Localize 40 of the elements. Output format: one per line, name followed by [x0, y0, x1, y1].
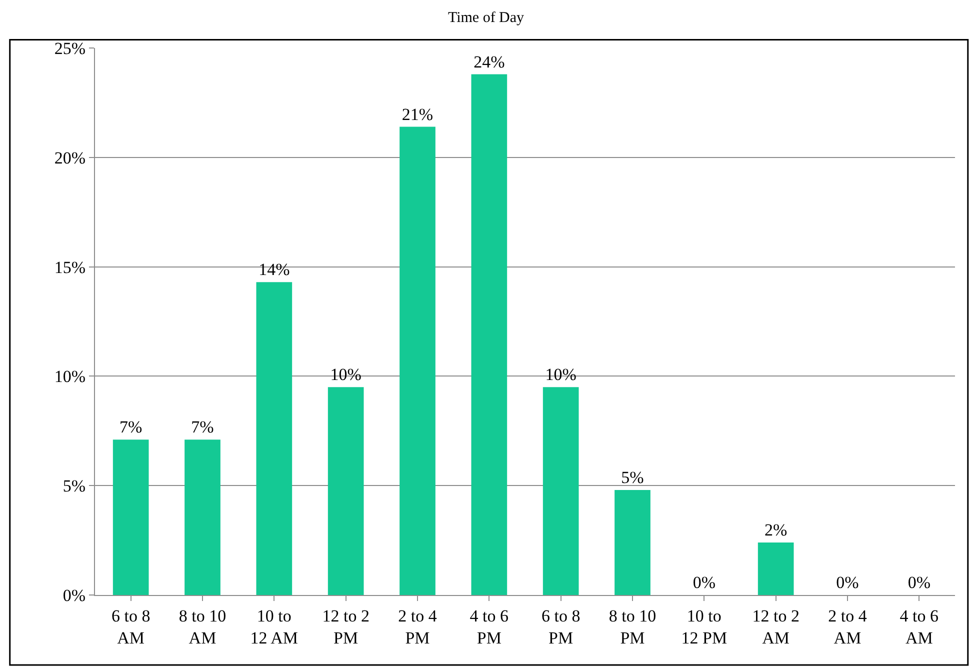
x-tick-label: 8 to 10 AM: [178, 606, 226, 648]
data-label: 5%: [621, 468, 644, 487]
y-tick-label: 15%: [54, 258, 86, 277]
y-tick-label: 10%: [54, 367, 86, 386]
x-tick-label: 4 to 6 AM: [900, 606, 939, 648]
y-tick-label: 25%: [54, 38, 86, 58]
x-tick-label: 8 to 10 PM: [608, 606, 656, 648]
y-tick-label: 5%: [62, 476, 86, 496]
x-tick-label: 6 to 8 PM: [541, 606, 580, 648]
bar: [542, 387, 579, 595]
x-tick-label: 12 to 2 PM: [322, 606, 370, 648]
data-label: 7%: [191, 418, 214, 437]
bar: [758, 542, 794, 595]
bar: [471, 74, 508, 595]
bar: [184, 440, 220, 595]
bar: [614, 490, 650, 595]
y-tick-label: 0%: [62, 586, 86, 605]
bar: [256, 282, 292, 595]
x-tick-label: 2 to 4 AM: [828, 606, 868, 648]
data-label: 21%: [402, 104, 434, 124]
data-label: 0%: [836, 573, 859, 592]
chart-title: Time of Day: [448, 10, 525, 26]
bar: [328, 387, 364, 595]
x-tick-label: 10 to 12 PM: [681, 606, 728, 648]
data-label: 7%: [120, 418, 142, 437]
bar: [400, 126, 436, 595]
data-label: 10%: [330, 365, 362, 384]
x-tick-label: 2 to 4 PM: [398, 606, 438, 648]
data-label: 14%: [258, 260, 290, 280]
x-tick-label: 6 to 8 AM: [111, 606, 150, 648]
x-tick-label: 10 to 12 AM: [250, 606, 298, 648]
x-tick-label: 12 to 2 AM: [752, 606, 800, 648]
x-tick-label: 4 to 6 PM: [470, 606, 509, 648]
y-tick-label: 20%: [54, 148, 86, 168]
data-label: 10%: [545, 365, 576, 384]
data-label: 2%: [764, 520, 788, 540]
bar: [112, 440, 149, 595]
data-label: 24%: [474, 52, 505, 72]
data-label: 0%: [692, 573, 716, 592]
data-label: 0%: [908, 573, 930, 592]
